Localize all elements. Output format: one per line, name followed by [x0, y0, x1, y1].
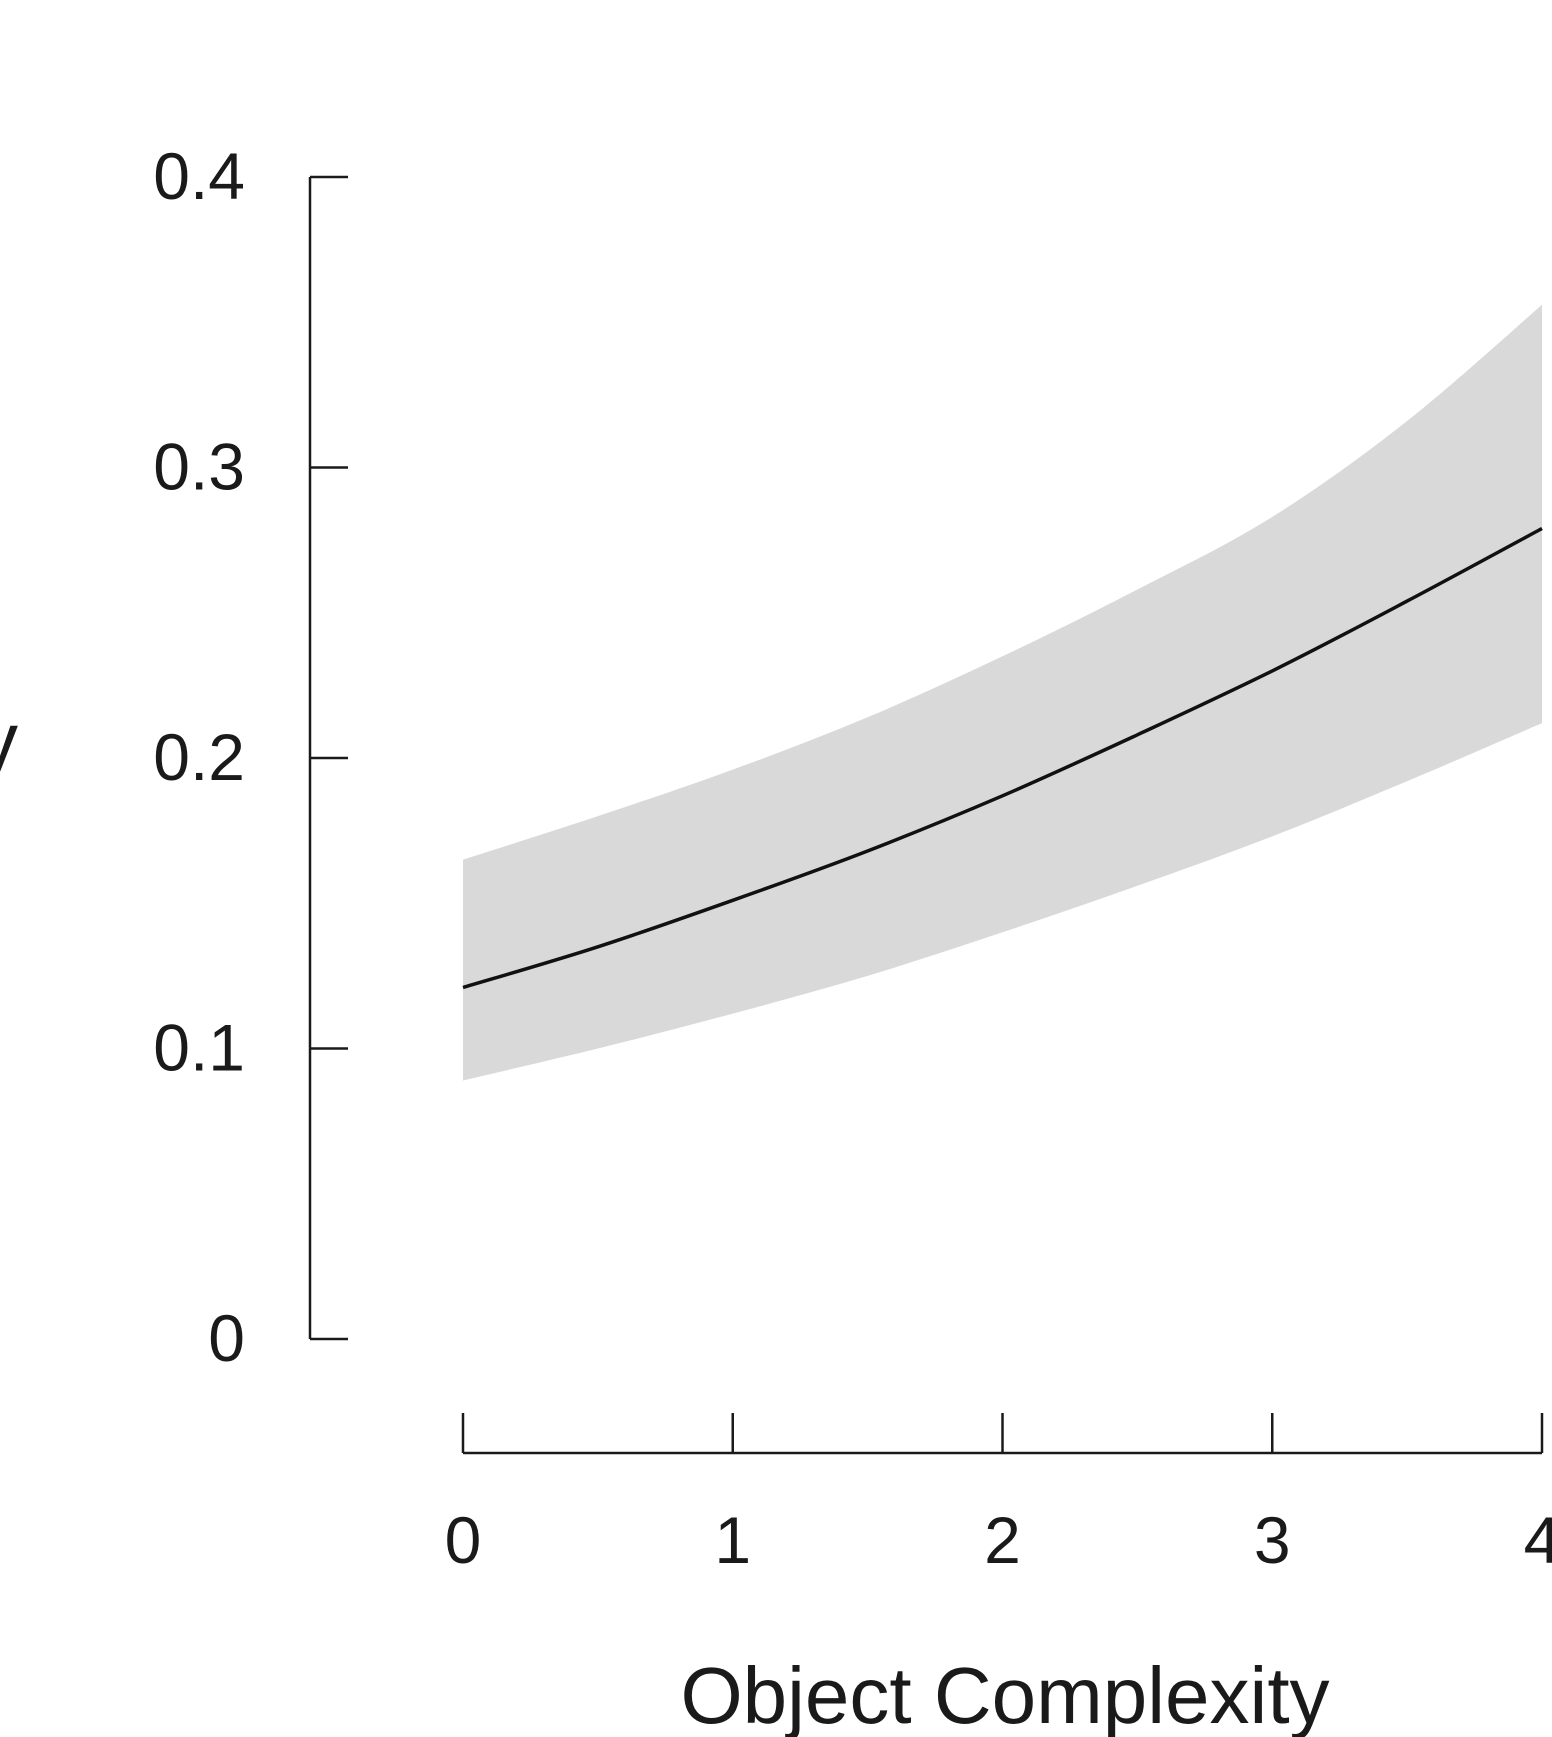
- x-tick-label: 3: [1254, 1503, 1291, 1577]
- y-axis-title-fragment: y: [0, 696, 18, 785]
- y-axis: 0 0.1 0.2 0.3 0.4: [153, 139, 348, 1375]
- y-tick-label: 0.4: [153, 139, 245, 213]
- y-tick-label: 0.2: [153, 720, 245, 794]
- x-tick-label: 2: [984, 1503, 1021, 1577]
- y-tick-label: 0.1: [153, 1011, 245, 1085]
- mean-line-layer: [462, 526, 1543, 990]
- x-tick-label: 0: [445, 1503, 482, 1577]
- x-tick-label: 4: [1524, 1503, 1552, 1577]
- confidence-band-layer: [463, 304, 1542, 1081]
- y-tick-label: 0: [208, 1301, 245, 1375]
- x-axis: 0 1 2 3 4: [445, 1413, 1552, 1577]
- mean-line: [462, 526, 1543, 990]
- confidence-band: [463, 304, 1542, 1081]
- x-axis-title: Object Complexity: [680, 1651, 1329, 1737]
- y-tick-label: 0.3: [153, 430, 245, 504]
- x-tick-label: 1: [714, 1503, 751, 1577]
